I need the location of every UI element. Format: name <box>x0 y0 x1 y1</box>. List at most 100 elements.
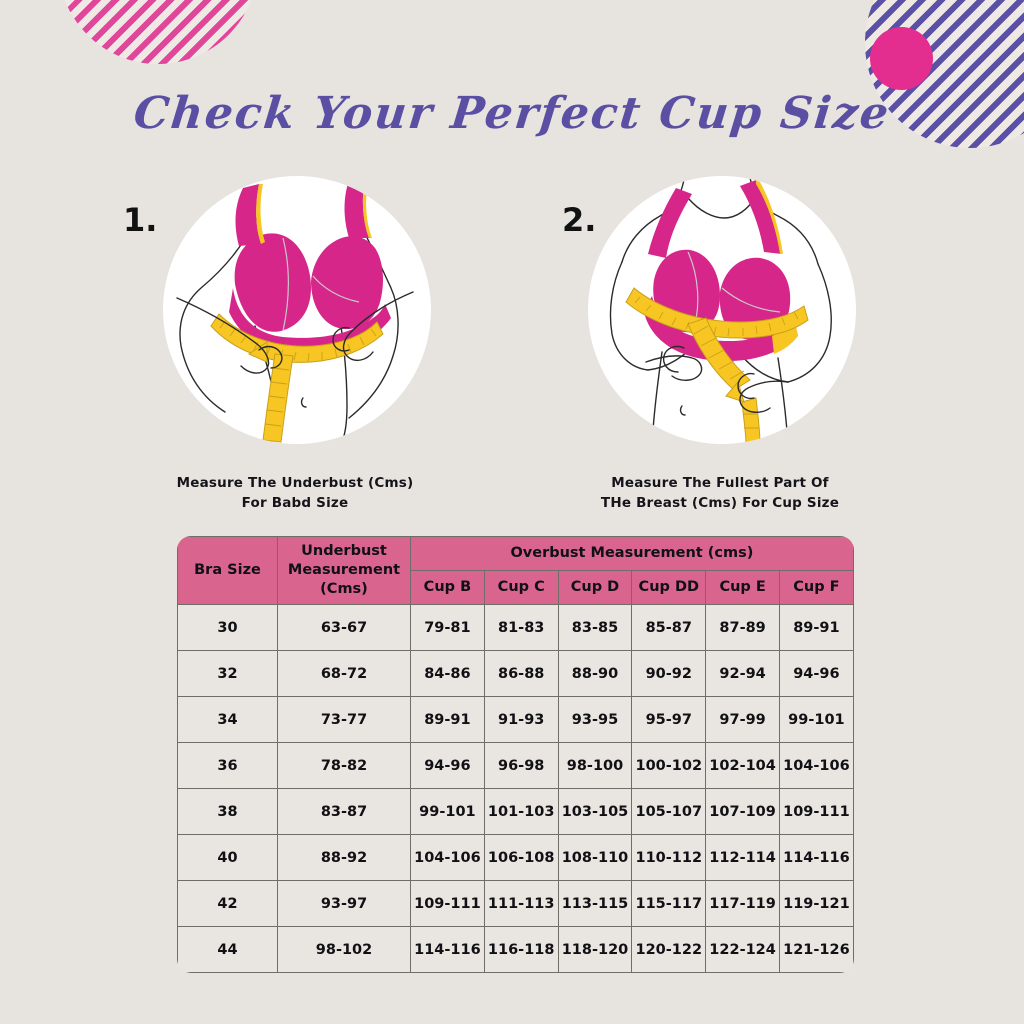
table-row: 40 88-92 104-106 106-108 108-110 110-112 112-1… <box>177 834 854 882</box>
header-cup-f: Cup F <box>778 570 854 606</box>
table-row: 34 73-77 89-91 91-93 93-95 95-97 97-99 99-101 <box>177 696 854 744</box>
cell-overbust: 107-109 <box>705 788 780 836</box>
cell-overbust: 109-111 <box>410 880 485 928</box>
step-1-caption: Measure The Underbust (Cms) For Babd Siz… <box>100 474 490 513</box>
cell-overbust: 98-100 <box>557 742 633 790</box>
cell-overbust: 85-87 <box>631 604 707 652</box>
cell-underbust: 98-102 <box>277 926 411 974</box>
cell-overbust: 108-110 <box>557 834 633 882</box>
cell-underbust: 83-87 <box>277 788 411 836</box>
cell-overbust: 121-126 <box>778 926 854 974</box>
cell-underbust: 73-77 <box>277 696 411 744</box>
cell-overbust: 115-117 <box>631 880 707 928</box>
header-cup-dd: Cup DD <box>631 570 707 606</box>
cell-overbust: 86-88 <box>483 650 559 698</box>
step-2-caption-line1: Measure The Fullest Part Of <box>611 475 829 491</box>
cell-overbust: 89-91 <box>778 604 854 652</box>
header-overbust-group: Overbust Measurement (cms) <box>410 536 854 572</box>
cell-overbust: 79-81 <box>410 604 485 652</box>
cell-overbust: 113-115 <box>557 880 633 928</box>
cell-overbust: 83-85 <box>557 604 633 652</box>
cell-overbust: 119-121 <box>778 880 854 928</box>
header-underbust-line1: Underbust <box>301 543 387 559</box>
table-row: 36 78-82 94-96 96-98 98-100 100-102 102-104 104… <box>177 742 854 790</box>
cell-overbust: 103-105 <box>557 788 633 836</box>
cell-underbust: 68-72 <box>277 650 411 698</box>
cell-underbust: 93-97 <box>277 880 411 928</box>
table-row: 32 68-72 84-86 86-88 88-90 90-92 92-94 94-96 <box>177 650 854 698</box>
cell-overbust: 106-108 <box>483 834 559 882</box>
header-cup-c: Cup C <box>483 570 559 606</box>
cell-overbust: 88-90 <box>557 650 633 698</box>
page-title: Check Your Perfect Cup Size <box>131 88 893 139</box>
cell-bra-size: 42 <box>177 880 278 928</box>
cell-overbust: 111-113 <box>483 880 559 928</box>
cell-overbust: 120-122 <box>631 926 707 974</box>
cell-bra-size: 34 <box>177 696 278 744</box>
step-2-number: 2. <box>562 201 597 239</box>
step-1-caption-line2: For Babd Size <box>241 494 349 511</box>
cell-overbust: 90-92 <box>631 650 707 698</box>
cell-overbust: 109-111 <box>778 788 854 836</box>
cell-overbust: 102-104 <box>705 742 780 790</box>
cell-overbust: 118-120 <box>557 926 633 974</box>
table-row: 44 98-102 114-116 116-118 118-120 120-122 122-… <box>177 926 854 974</box>
cell-bra-size: 38 <box>177 788 278 836</box>
cell-overbust: 112-114 <box>705 834 780 882</box>
step-1-number: 1. <box>123 201 158 239</box>
cell-overbust: 95-97 <box>631 696 707 744</box>
cell-overbust: 116-118 <box>483 926 559 974</box>
underbust-measurement-illustration <box>163 176 431 444</box>
cell-overbust: 89-91 <box>410 696 485 744</box>
cell-underbust: 78-82 <box>277 742 411 790</box>
cell-overbust: 101-103 <box>483 788 559 836</box>
header-underbust-line3: (Cms) <box>320 581 368 598</box>
cell-overbust: 114-116 <box>778 834 854 882</box>
step-2-caption-line2: THe Breast (Cms) For Cup Size <box>600 494 840 511</box>
cell-overbust: 97-99 <box>705 696 780 744</box>
cell-overbust: 94-96 <box>778 650 854 698</box>
cell-bra-size: 44 <box>177 926 278 974</box>
cell-overbust: 122-124 <box>705 926 780 974</box>
cell-bra-size: 30 <box>177 604 278 652</box>
cell-overbust: 117-119 <box>705 880 780 928</box>
decorative-solid-circle-magenta <box>870 27 933 90</box>
cell-overbust: 87-89 <box>705 604 780 652</box>
cell-overbust: 91-93 <box>483 696 559 744</box>
header-bra-size: Bra Size <box>177 536 278 606</box>
cell-overbust: 105-107 <box>631 788 707 836</box>
table-header-row-1: Bra Size Underbust Measurement (Cms) Ove… <box>177 536 854 606</box>
header-underbust: Underbust Measurement (Cms) <box>277 536 411 606</box>
table-header-row-2: Cup B Cup C Cup D Cup DD Cup E Cup F <box>178 570 854 606</box>
step-2-caption: Measure The Fullest Part Of THe Breast (… <box>525 474 915 513</box>
header-cup-b: Cup B <box>410 570 485 606</box>
cell-bra-size: 32 <box>177 650 278 698</box>
cell-overbust: 104-106 <box>410 834 485 882</box>
header-cup-d: Cup D <box>557 570 633 606</box>
step-1-caption-line1: Measure The Underbust (Cms) <box>176 475 414 491</box>
table-body: 30 63-67 79-81 81-83 83-85 85-87 87-89 89-91 32 6… <box>177 604 854 974</box>
bra-size-table: Bra Size Underbust Measurement (Cms) Ove… <box>177 536 854 974</box>
header-underbust-line2: Measurement <box>287 562 401 579</box>
overbust-measurement-illustration <box>588 176 856 444</box>
decorative-striped-circle-pink <box>58 0 258 64</box>
cell-overbust: 94-96 <box>410 742 485 790</box>
header-cup-e: Cup E <box>705 570 780 606</box>
cell-underbust: 63-67 <box>277 604 411 652</box>
table-row: 30 63-67 79-81 81-83 83-85 85-87 87-89 89-91 <box>177 604 854 652</box>
cell-overbust: 110-112 <box>631 834 707 882</box>
cell-overbust: 100-102 <box>631 742 707 790</box>
cell-bra-size: 40 <box>177 834 278 882</box>
cell-overbust: 114-116 <box>410 926 485 974</box>
cell-overbust: 81-83 <box>483 604 559 652</box>
cell-overbust: 96-98 <box>483 742 559 790</box>
bra-size-table-container: Bra Size Underbust Measurement (Cms) Ove… <box>177 536 854 974</box>
cell-overbust: 99-101 <box>410 788 485 836</box>
cell-overbust: 93-95 <box>557 696 633 744</box>
table-header: Bra Size Underbust Measurement (Cms) Ove… <box>177 536 854 606</box>
cell-overbust: 99-101 <box>778 696 854 744</box>
cell-underbust: 88-92 <box>277 834 411 882</box>
cell-overbust: 92-94 <box>705 650 780 698</box>
cell-bra-size: 36 <box>177 742 278 790</box>
